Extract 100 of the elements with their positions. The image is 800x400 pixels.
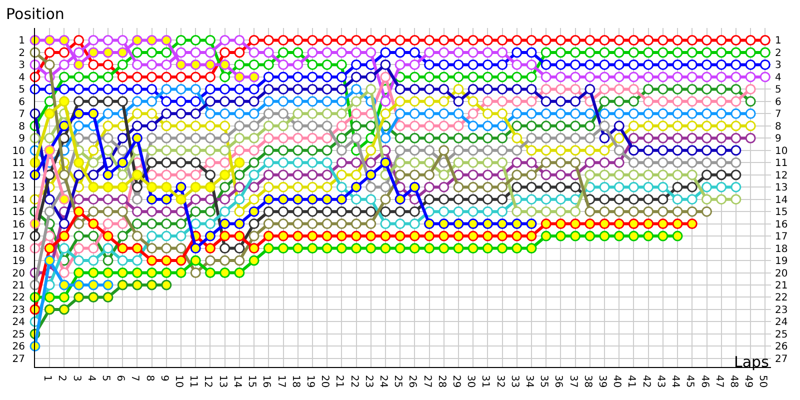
point (658, 170, 668, 180)
point (424, 132, 435, 144)
point (292, 120, 304, 132)
point (44, 132, 55, 144)
point (102, 145, 114, 156)
point (672, 47, 683, 58)
point (424, 59, 435, 70)
point (234, 157, 245, 168)
point (204, 230, 216, 242)
point (220, 96, 230, 107)
x-tick-label: 10 (173, 375, 184, 388)
point (336, 218, 347, 230)
point (307, 170, 318, 180)
point (540, 72, 552, 82)
point (58, 304, 70, 315)
point (190, 120, 201, 132)
point (161, 255, 172, 266)
point (161, 268, 172, 278)
point (482, 120, 493, 132)
point (58, 218, 70, 230)
point (102, 280, 114, 290)
point (526, 47, 537, 58)
point (468, 243, 478, 254)
point (292, 84, 304, 94)
y-tick-label: 13 (12, 182, 25, 194)
point (190, 268, 201, 278)
point (146, 182, 158, 192)
point (366, 194, 376, 205)
point (526, 243, 537, 254)
y2-tick-label: 17 (775, 232, 788, 243)
point (424, 34, 435, 46)
point (672, 230, 683, 242)
point (102, 34, 114, 46)
point (278, 108, 288, 119)
point (526, 108, 537, 119)
point (628, 206, 639, 217)
point (599, 206, 610, 217)
point (702, 194, 712, 205)
point (424, 108, 435, 119)
point (658, 34, 668, 46)
point (176, 206, 186, 217)
point (658, 96, 668, 107)
point (512, 230, 522, 242)
point (263, 47, 274, 58)
point (468, 218, 478, 230)
point (599, 182, 610, 192)
point (540, 194, 552, 205)
point (453, 218, 464, 230)
point (497, 132, 508, 144)
point (628, 230, 639, 242)
x-tick-label: 31 (480, 375, 491, 388)
y-tick-label: 17 (12, 232, 25, 243)
point (248, 132, 260, 144)
point (672, 145, 683, 156)
point (614, 206, 624, 217)
point (570, 108, 581, 119)
y-tick-label: 1 (18, 36, 25, 47)
point (161, 120, 172, 132)
point (497, 182, 508, 192)
point (599, 157, 610, 168)
point (146, 157, 158, 168)
x-axis-title: Laps (734, 353, 770, 371)
point (88, 157, 99, 168)
point (730, 182, 742, 192)
point (146, 96, 158, 107)
y2-tick-label: 8 (775, 121, 782, 132)
x-tick-label: 26 (406, 375, 418, 388)
point (628, 34, 639, 46)
point (584, 145, 596, 156)
point (307, 230, 318, 242)
point (658, 157, 668, 168)
y-tick-label: 22 (12, 292, 25, 304)
point (512, 72, 522, 82)
point (88, 132, 99, 144)
point (292, 206, 304, 217)
point (278, 59, 288, 70)
point (88, 280, 99, 290)
point (482, 108, 493, 119)
point (74, 170, 84, 180)
point (278, 206, 288, 217)
y2-tick-label: 16 (775, 219, 788, 230)
point (394, 243, 406, 254)
point (482, 96, 493, 107)
point (204, 120, 216, 132)
point (702, 120, 712, 132)
point (220, 255, 230, 266)
point (497, 243, 508, 254)
point (146, 59, 158, 70)
point (322, 108, 332, 119)
point (336, 206, 347, 217)
point (220, 170, 230, 180)
point (628, 170, 639, 180)
point (161, 108, 172, 119)
point (686, 108, 698, 119)
point (380, 72, 391, 82)
point (438, 194, 450, 205)
point (599, 108, 610, 119)
point (74, 268, 84, 278)
point (482, 157, 493, 168)
point (468, 230, 478, 242)
